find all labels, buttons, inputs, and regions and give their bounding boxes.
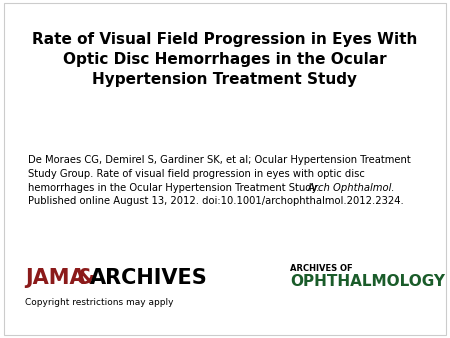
Text: ARCHIVES: ARCHIVES [90,268,207,288]
Text: Published online August 13, 2012. doi:10.1001/archophthalmol.2012.2324.: Published online August 13, 2012. doi:10… [28,196,404,207]
Text: OPHTHALMOLOGY: OPHTHALMOLOGY [290,274,445,289]
Text: Study Group. Rate of visual field progression in eyes with optic disc: Study Group. Rate of visual field progre… [28,169,365,179]
Text: Copyright restrictions may apply: Copyright restrictions may apply [25,298,174,307]
Text: JAMA: JAMA [25,268,86,288]
Text: ARCHIVES OF: ARCHIVES OF [290,264,353,273]
Text: Rate of Visual Field Progression in Eyes With
Optic Disc Hemorrhages in the Ocul: Rate of Visual Field Progression in Eyes… [32,32,418,87]
Text: &: & [76,268,95,288]
Text: Arch Ophthalmol.: Arch Ophthalmol. [308,183,396,193]
Text: De Moraes CG, Demirel S, Gardiner SK, et al; Ocular Hypertension Treatment: De Moraes CG, Demirel S, Gardiner SK, et… [28,155,411,165]
Text: hemorrhages in the Ocular Hypertension Treatment Study.: hemorrhages in the Ocular Hypertension T… [28,183,323,193]
